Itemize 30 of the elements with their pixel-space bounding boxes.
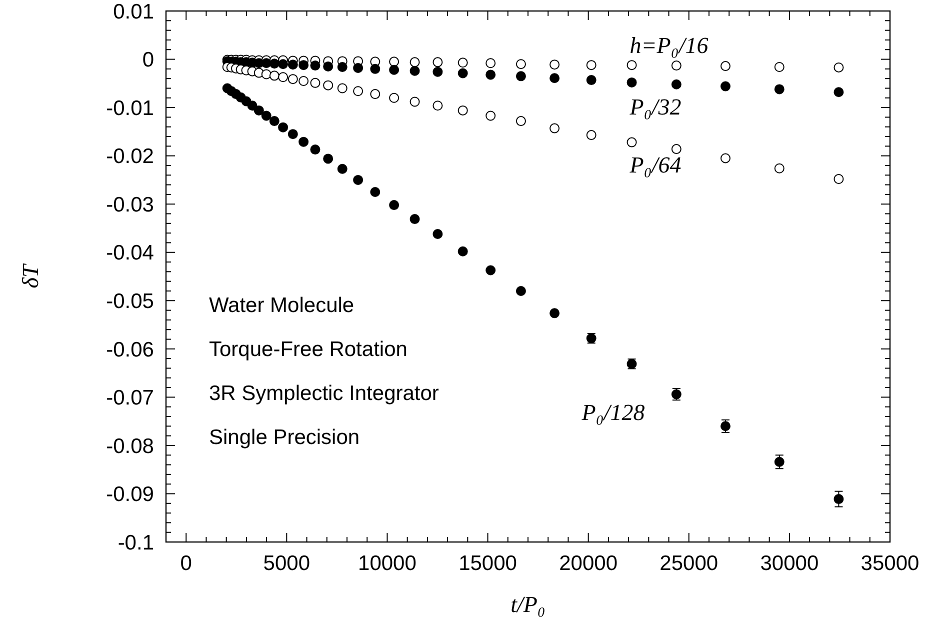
x-tick-label: 20000 xyxy=(559,552,618,575)
y-tick-label: -0.06 xyxy=(106,338,154,362)
x-tick-label: 5000 xyxy=(263,552,310,575)
series-label: P₀/128 xyxy=(580,400,646,425)
y-tick-label: -0.01 xyxy=(106,96,154,120)
x-tick-label: 30000 xyxy=(760,552,819,575)
series-label: P₀/32 xyxy=(628,94,682,120)
x-axis-title: t/P₀ xyxy=(510,592,546,617)
y-tick-label: -0.03 xyxy=(106,193,154,216)
annotation: Torque-Free Rotation xyxy=(209,338,408,361)
y-tick-label: -0.07 xyxy=(106,386,154,410)
legend-label: h=P₀/16 xyxy=(630,33,709,58)
y-tick-label: -0.04 xyxy=(106,242,154,265)
annotation: Water Molecule xyxy=(209,294,354,317)
x-tick-label: 35000 xyxy=(860,552,920,575)
x-tick-label: 10000 xyxy=(358,552,416,575)
y-tick-label: 0 xyxy=(142,48,154,72)
x-tick-label: 0 xyxy=(180,552,192,575)
annotation: 3R Symplectic Integrator xyxy=(209,382,439,405)
y-tick-label: -0.09 xyxy=(106,483,154,506)
y-tick-label: -0.02 xyxy=(106,145,154,168)
y-tick-label: -0.08 xyxy=(106,434,154,458)
y-tick-label: -0.05 xyxy=(106,290,154,313)
y-tick-label: -0.1 xyxy=(118,531,154,554)
y-tick-label: 0.01 xyxy=(113,0,154,24)
series-label: P₀/64 xyxy=(628,152,682,178)
y-axis-title: δT xyxy=(18,262,43,288)
annotation: Single Precision xyxy=(209,426,360,449)
x-tick-label: 15000 xyxy=(458,552,517,575)
x-tick-label: 25000 xyxy=(660,552,718,575)
